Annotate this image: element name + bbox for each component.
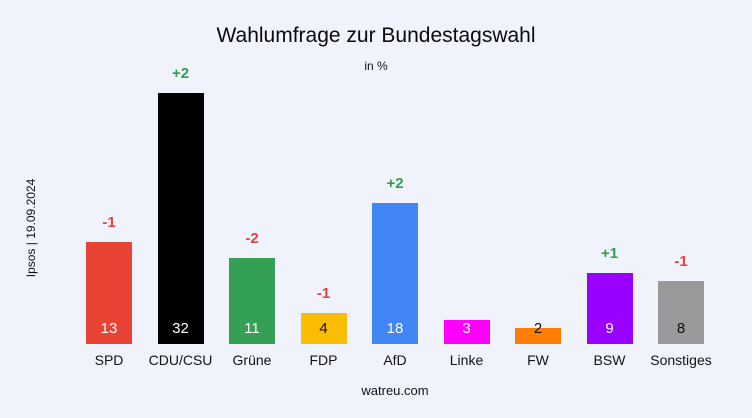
bar-group-linke: 3 Linke (443, 320, 490, 367)
party-label-sonstiges: Sonstiges (650, 352, 712, 368)
party-label-fw: FW (527, 352, 549, 368)
chart-title: Wahlumfrage zur Bundestagswahl (216, 24, 536, 47)
party-label-gr-ne: Grüne (232, 352, 272, 368)
change-label-cdu-csu: +2 (171, 64, 190, 82)
bar-group-cdu-csu: 32 +2 CDU/CSU (149, 66, 213, 367)
change-label-gr-ne: -2 (245, 229, 259, 247)
bar-afd (372, 202, 418, 344)
party-label-cdu-csu: CDU/CSU (148, 352, 213, 368)
value-label-fdp: 4 (319, 320, 328, 337)
bar-group-spd: 13 -1 SPD (86, 215, 132, 367)
bar-fdp (300, 312, 347, 344)
bar-linke (443, 320, 490, 344)
party-label-fdp: FDP (309, 352, 338, 368)
value-label-fw: 2 (533, 320, 543, 337)
footer-watermark: watreu.com (361, 383, 429, 398)
bar-sonstiges (658, 281, 704, 344)
change-label-sonstiges: -1 (674, 253, 688, 271)
bar-group-bsw: 9 +1 BSW (586, 246, 633, 367)
party-label-spd: SPD (94, 352, 124, 368)
change-label-fdp: -1 (316, 284, 331, 302)
bar-gr-ne (229, 257, 275, 344)
party-label-afd: AfD (383, 352, 407, 368)
change-label-spd: -1 (102, 213, 116, 231)
bar-group-gr-ne: 11 -2 Grüne (229, 231, 275, 367)
value-label-spd: 13 (100, 320, 118, 337)
source-label: Ipsos | 19.09.2024 (24, 178, 38, 278)
bar-fw (515, 328, 561, 344)
bar-group-sonstiges: 8 -1 Sonstiges (650, 254, 711, 367)
value-label-bsw: 9 (605, 320, 614, 337)
bar-group-afd: 18 +2 AfD (372, 176, 418, 367)
value-label-cdu-csu: 32 (172, 320, 189, 337)
value-label-linke: 3 (462, 320, 471, 337)
value-label-gr-ne: 11 (244, 320, 260, 337)
party-label-bsw: BSW (593, 352, 626, 368)
bar-bsw (586, 273, 633, 344)
change-label-bsw: +1 (600, 245, 619, 263)
bar-group-fdp: 4 -1 FDP (300, 286, 347, 367)
plot-area: 13 -1 SPD 32 +2 CDU/CSU 11 -2 Grüne 4 -1 FDP 18 +2 AfD… (86, 62, 712, 367)
bar-cdu-csu (157, 92, 204, 344)
chart-subtitle: in % (364, 59, 388, 73)
value-label-sonstiges: 8 (676, 320, 686, 337)
change-label-afd: +2 (386, 174, 404, 192)
party-label-linke: Linke (449, 352, 484, 368)
bar-group-fw: 2 FW (515, 321, 561, 367)
value-label-afd: 18 (386, 320, 404, 337)
bar-spd (86, 241, 132, 344)
